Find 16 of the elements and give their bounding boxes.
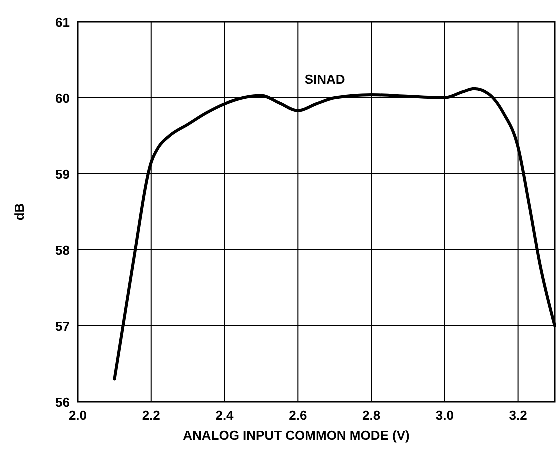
x-tick-label: 2.0 (68, 408, 88, 423)
x-tick-label: 2.2 (142, 408, 160, 423)
y-tick-label: 56 (56, 395, 70, 410)
y-tick-label: 60 (56, 91, 70, 106)
x-tick-label: 2.6 (289, 408, 308, 423)
y-axis-title: dB (12, 203, 27, 221)
x-tick-label: 3.2 (509, 408, 528, 423)
x-tick-label: 3.0 (436, 408, 454, 423)
y-tick-label: 58 (56, 243, 70, 258)
x-tick-label: 2.8 (362, 408, 381, 423)
y-tick-label: 61 (56, 15, 70, 30)
x-tick-label: 2.4 (216, 408, 235, 423)
x-axis-title: ANALOG INPUT COMMON MODE (V) (183, 428, 410, 443)
y-tick-label: 59 (56, 167, 70, 182)
y-tick-label: 57 (56, 319, 70, 334)
series-label: SINAD (304, 72, 346, 87)
